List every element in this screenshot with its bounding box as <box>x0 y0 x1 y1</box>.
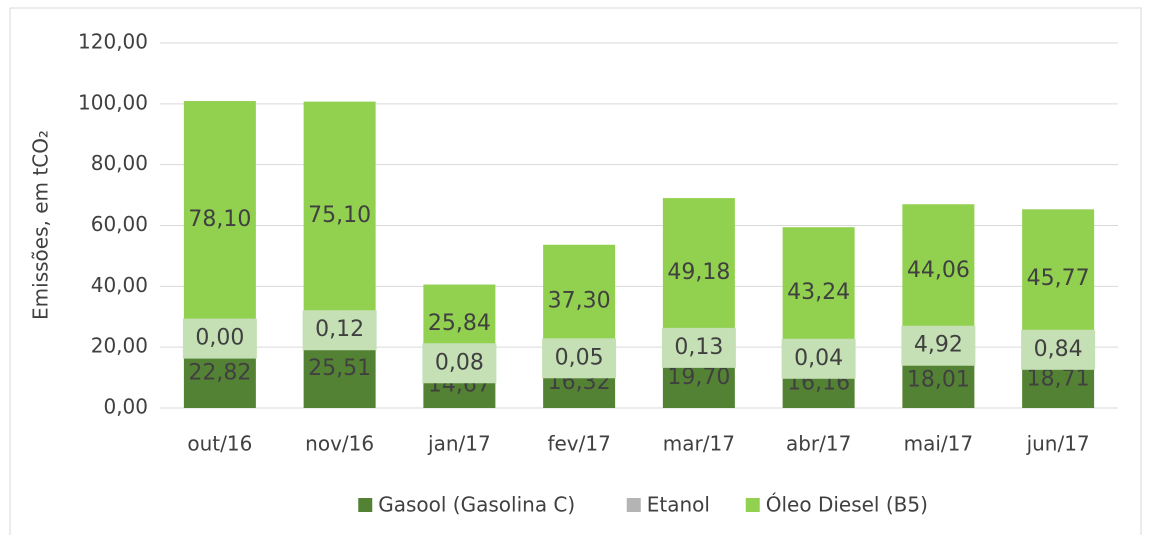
data-label: 25,51 <box>308 356 371 381</box>
legend-label: Etanol <box>647 493 710 517</box>
x-tick-label: mar/17 <box>663 432 735 456</box>
y-tick-label: 80,00 <box>91 151 148 175</box>
data-label: 45,77 <box>1027 266 1090 291</box>
label-box <box>661 327 736 368</box>
data-label: 18,01 <box>907 368 970 393</box>
x-tick-label: jun/17 <box>1026 432 1090 456</box>
data-label: 37,30 <box>548 288 611 313</box>
data-label: 44,06 <box>907 258 970 283</box>
x-tick-label: jan/17 <box>427 432 491 456</box>
data-label: 0,08 <box>435 350 484 375</box>
data-label: 25,84 <box>428 311 491 336</box>
label-box <box>542 338 617 379</box>
bar-segment <box>782 227 855 359</box>
label-box <box>302 310 377 351</box>
y-tick-label: 20,00 <box>91 334 148 358</box>
label-box <box>182 318 257 359</box>
x-tick-label: out/16 <box>187 432 252 456</box>
label-box <box>422 343 497 384</box>
data-label: 22,82 <box>188 360 251 385</box>
bar-segment <box>1022 209 1095 349</box>
y-tick-label: 40,00 <box>91 273 148 297</box>
label-box <box>901 325 976 366</box>
y-tick-label: 120,00 <box>78 30 148 54</box>
data-label: 0,13 <box>674 335 723 360</box>
y-tick-label: 100,00 <box>78 90 148 114</box>
x-tick-label: mai/17 <box>904 432 973 456</box>
data-label: 4,92 <box>914 333 963 358</box>
data-label: 78,10 <box>188 207 251 232</box>
bar-segment <box>303 101 376 331</box>
data-label: 0,04 <box>794 346 843 371</box>
chart-frame <box>9 7 1142 535</box>
legend-swatch <box>358 498 373 512</box>
legend-swatch <box>626 498 641 512</box>
data-label: 75,10 <box>308 203 371 228</box>
y-tick-label: 0,00 <box>103 395 148 419</box>
bar-segment <box>902 204 975 339</box>
x-tick-label: fev/17 <box>547 432 610 456</box>
legend-swatch <box>745 498 760 512</box>
y-axis-label: Emissões, em tCO₂ <box>29 130 53 320</box>
data-label: 0,00 <box>195 326 244 351</box>
data-label: 18,71 <box>1027 367 1090 392</box>
label-box <box>781 338 856 379</box>
data-label: 0,12 <box>315 317 364 342</box>
legend-label: Óleo Diesel (B5) <box>766 493 928 517</box>
y-tick-label: 60,00 <box>91 212 148 236</box>
legend-label: Gasool (Gasolina C) <box>378 493 575 517</box>
data-label: 49,18 <box>667 260 730 285</box>
bar-segment <box>662 198 735 348</box>
x-tick-label: nov/16 <box>305 432 374 456</box>
data-label: 43,24 <box>787 280 850 305</box>
data-label: 0,05 <box>555 345 604 370</box>
bar-segment <box>183 101 256 339</box>
data-label: 19,70 <box>667 365 730 390</box>
x-tick-label: abr/17 <box>786 432 851 456</box>
data-label: 0,84 <box>1034 337 1083 362</box>
label-box <box>1021 329 1096 370</box>
